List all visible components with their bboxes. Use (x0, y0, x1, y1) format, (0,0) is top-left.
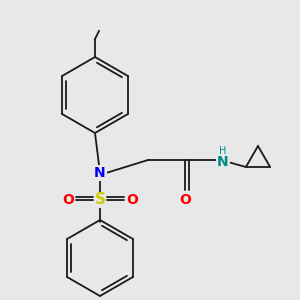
Text: O: O (126, 193, 138, 207)
Text: O: O (179, 193, 191, 207)
Text: S: S (94, 193, 106, 208)
Text: N: N (94, 166, 106, 180)
Text: O: O (62, 193, 74, 207)
Text: N: N (217, 155, 229, 169)
Text: H: H (219, 146, 227, 156)
